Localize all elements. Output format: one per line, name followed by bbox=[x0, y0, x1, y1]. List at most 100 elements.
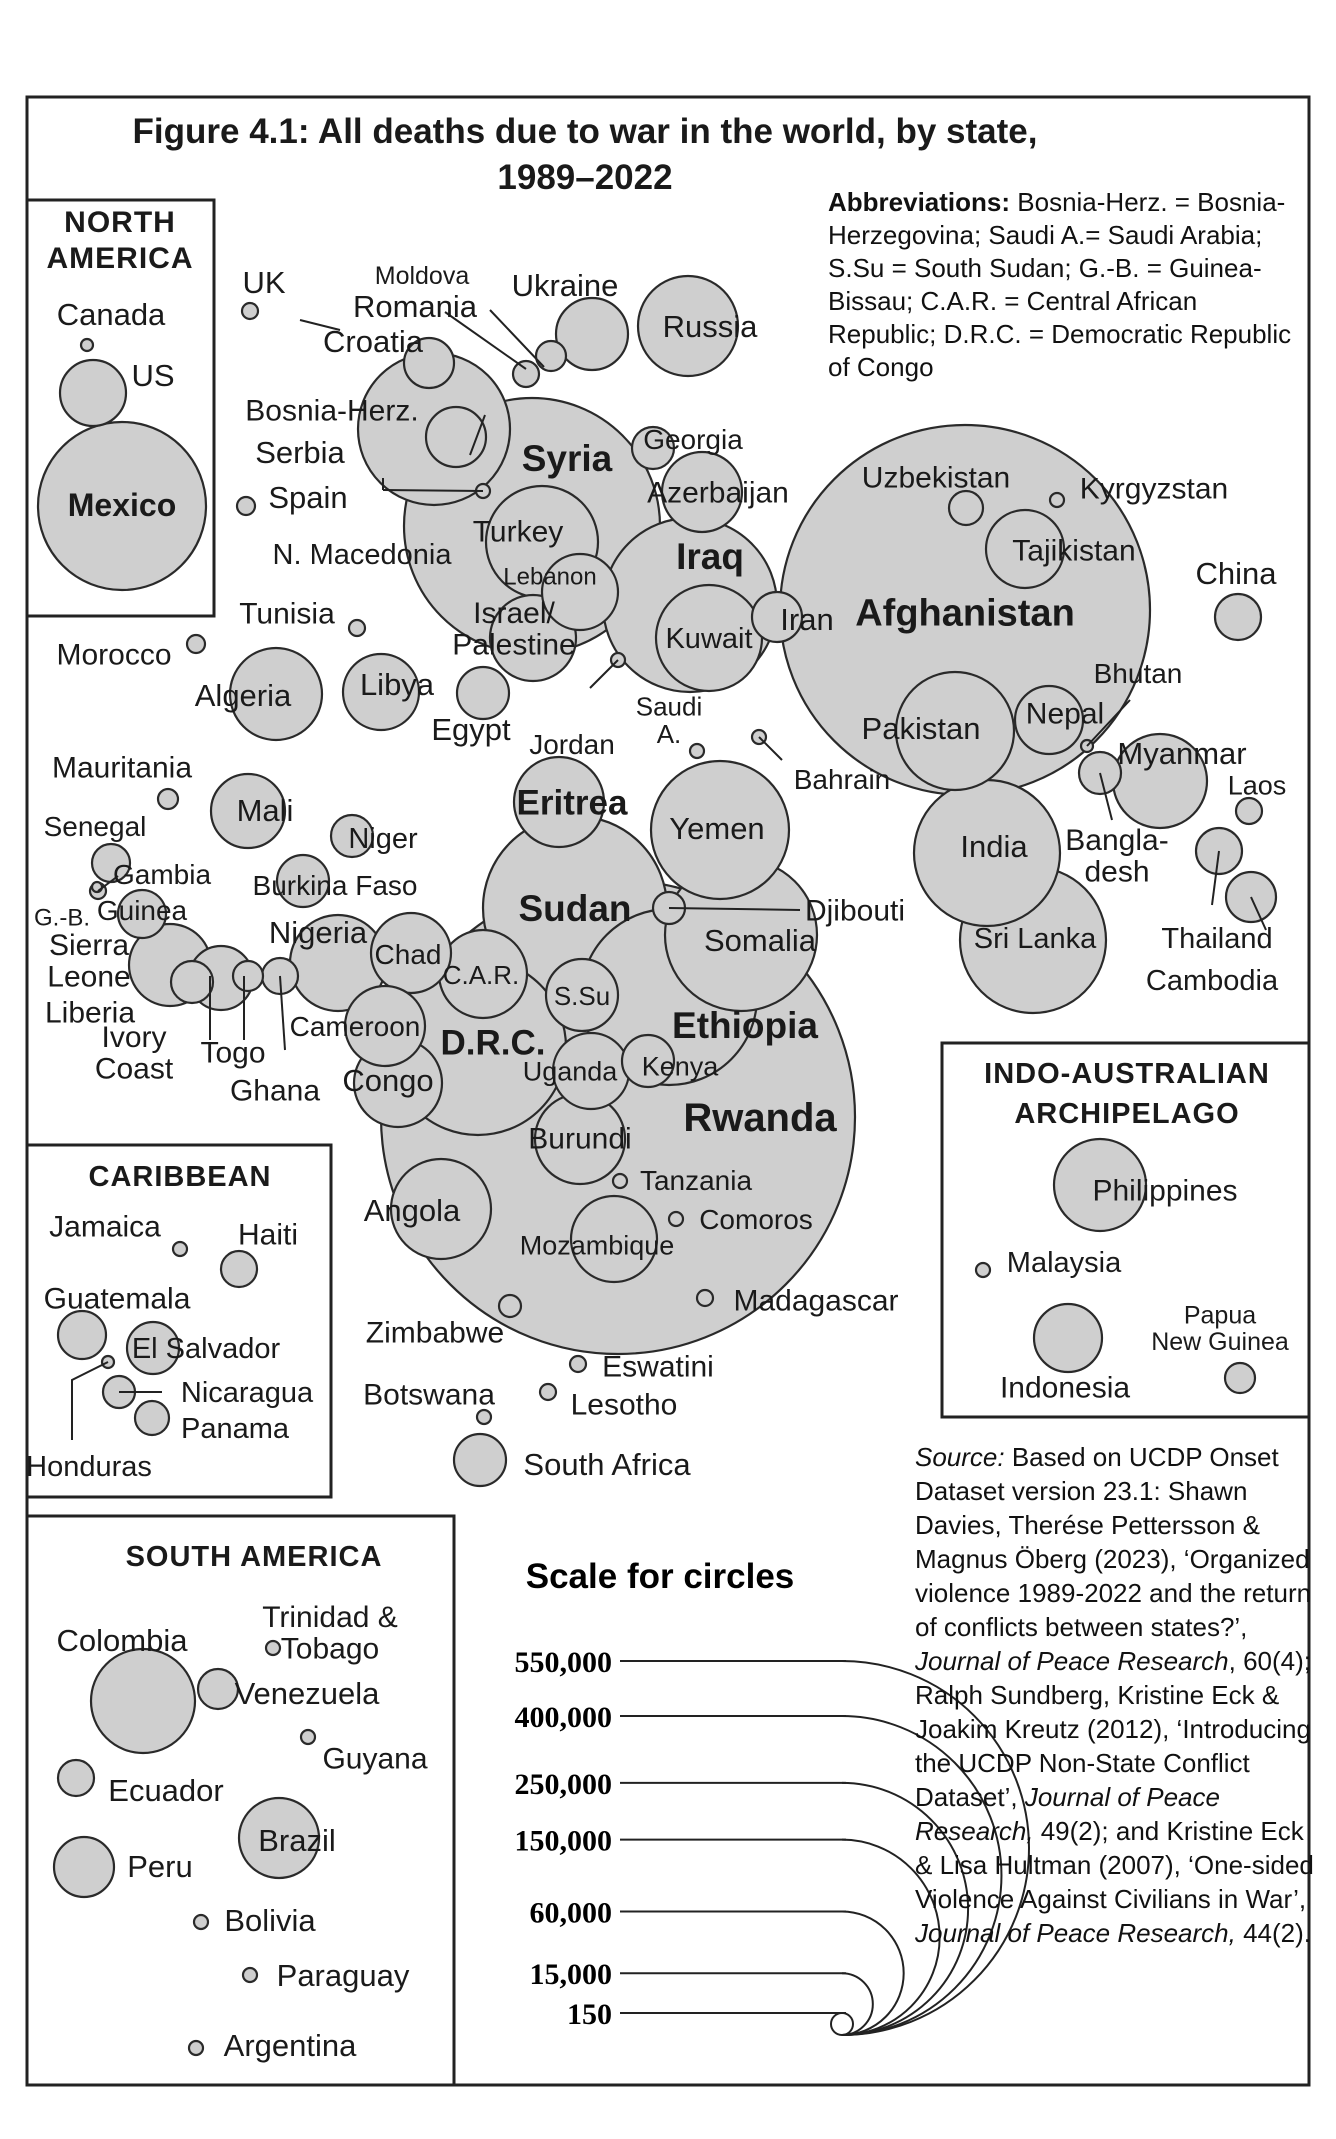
label-mauritania: Mauritania bbox=[52, 752, 192, 785]
label-line: Eswatini bbox=[602, 1351, 714, 1384]
label-togo: Togo bbox=[200, 1037, 265, 1070]
label-line: Thailand bbox=[1161, 923, 1272, 955]
circle-eswatini bbox=[568, 1354, 588, 1374]
circle-lebanon bbox=[540, 552, 620, 632]
label-ecuador: Ecuador bbox=[108, 1773, 223, 1808]
label-tanzania: Tanzania bbox=[640, 1165, 753, 1196]
label-line: Malaysia bbox=[1007, 1247, 1122, 1279]
label-line: Bahrain bbox=[794, 764, 891, 795]
label-bosnia: Bosnia-Herz. bbox=[245, 395, 418, 428]
label-tajikistan: Tajikistan bbox=[1012, 535, 1135, 568]
figure-title: Figure 4.1: All deaths due to war in the… bbox=[132, 112, 1038, 151]
label-laos: Laos bbox=[1228, 770, 1287, 800]
circle-morocco bbox=[185, 633, 207, 655]
label-lebanon: Lebanon bbox=[503, 563, 596, 590]
label-mozambique: Mozambique bbox=[520, 1230, 675, 1260]
label-line: A. bbox=[657, 719, 682, 749]
scale-arc bbox=[841, 1715, 1003, 2036]
circle-guinea bbox=[116, 888, 168, 940]
label-line: Azerbaijan bbox=[647, 477, 789, 510]
region-line: NORTH bbox=[64, 206, 176, 239]
label-line: US bbox=[131, 358, 174, 393]
leader-line bbox=[1099, 772, 1113, 821]
label-line: Israel/ bbox=[473, 597, 555, 630]
label-line: Lesotho bbox=[571, 1389, 678, 1422]
label-line: Uganda bbox=[523, 1056, 619, 1086]
source-text-part: Journal of Peace Research, bbox=[915, 1782, 1220, 1846]
circle-niger bbox=[329, 813, 375, 859]
label-line: Nicaragua bbox=[181, 1377, 314, 1409]
scale-arc bbox=[841, 1910, 905, 2036]
region-line: INDO-AUSTRALIAN bbox=[984, 1058, 1270, 1090]
label-jamaica: Jamaica bbox=[49, 1211, 161, 1244]
label-line: S.Su bbox=[554, 981, 610, 1011]
label-srilanka: Sri Lanka bbox=[974, 923, 1097, 955]
label-angola: Angola bbox=[364, 1193, 461, 1228]
circle-indonesia bbox=[1032, 1302, 1104, 1374]
label-algeria: Algeria bbox=[195, 678, 292, 713]
circle-nepal bbox=[1013, 684, 1085, 756]
circle-mali bbox=[209, 772, 287, 850]
label-line: Afghanistan bbox=[855, 592, 1075, 634]
label-egypt: Egypt bbox=[431, 712, 511, 747]
label-azerbaijan: Azerbaijan bbox=[647, 477, 789, 510]
label-line: India bbox=[960, 829, 1028, 864]
scale-arc bbox=[841, 1972, 874, 2036]
circle-comoros bbox=[667, 1210, 685, 1228]
label-line: Panama bbox=[181, 1413, 290, 1445]
label-spain: Spain bbox=[268, 480, 347, 515]
leader-line bbox=[444, 311, 527, 370]
label-sudan: Sudan bbox=[518, 888, 631, 929]
label-burkinafaso: Burkina Faso bbox=[253, 870, 418, 901]
label-thailand: Thailand bbox=[1161, 923, 1272, 955]
leader-line bbox=[1250, 896, 1267, 931]
label-line: Guinea bbox=[97, 895, 188, 926]
label-line: Syria bbox=[522, 438, 613, 479]
label-guinea: Guinea bbox=[97, 895, 188, 926]
circle-elsalvador bbox=[125, 1320, 181, 1376]
label-eritrea: Eritrea bbox=[517, 783, 628, 822]
source-text-part: Based on UCDP Onset Dataset version 23.1… bbox=[915, 1442, 1312, 1642]
circle-saudi bbox=[688, 742, 706, 760]
label-line: Nigeria bbox=[269, 915, 368, 950]
label-iraq: Iraq bbox=[676, 536, 744, 577]
label-line: Pakistan bbox=[862, 711, 981, 746]
circle-libya bbox=[341, 652, 421, 732]
label-line: Rwanda bbox=[683, 1096, 837, 1140]
region-line: AMERICA bbox=[47, 242, 194, 275]
circle-kenya bbox=[620, 1033, 676, 1089]
circle-gb bbox=[90, 880, 104, 894]
leader-line bbox=[469, 414, 486, 456]
north-america-box bbox=[25, 198, 216, 618]
label-line: D.R.C. bbox=[441, 1023, 546, 1062]
label-senegal: Senegal bbox=[44, 811, 147, 842]
label-uzbekistan: Uzbekistan bbox=[862, 462, 1010, 495]
label-line: Sri Lanka bbox=[974, 923, 1097, 955]
region-labels: NORTH AMERICA CARIBBEAN SOUTH AMERICA INDO-A… bbox=[47, 206, 1270, 1573]
circle-zimbabwe bbox=[497, 1293, 523, 1319]
label-indonesia: Indonesia bbox=[1000, 1372, 1130, 1405]
region-line: ARCHIPELAGO bbox=[1014, 1098, 1239, 1130]
label-line: Angola bbox=[364, 1193, 461, 1228]
label-bhutan: Bhutan bbox=[1094, 658, 1183, 689]
label-line: Lebanon bbox=[503, 563, 596, 590]
label-line: China bbox=[1196, 556, 1278, 591]
source-text-part: , 60(4); Ralph Sundberg, Kristine Eck & … bbox=[915, 1646, 1311, 1812]
label-morocco: Morocco bbox=[56, 639, 171, 672]
label-yemen: Yemen bbox=[669, 811, 764, 846]
label-tunisia: Tunisia bbox=[239, 598, 335, 631]
circle-haiti bbox=[219, 1249, 259, 1289]
label-line: Haiti bbox=[238, 1219, 298, 1252]
label-line: Sierra bbox=[49, 929, 129, 962]
circle-angola bbox=[389, 1157, 493, 1261]
label-venezuela: Venezuela bbox=[235, 1676, 381, 1711]
label-guatemala: Guatemala bbox=[44, 1283, 191, 1316]
circle-china bbox=[1213, 592, 1263, 642]
label-somalia: Somalia bbox=[704, 923, 817, 958]
leader-line bbox=[299, 319, 341, 331]
circle-lesotho bbox=[538, 1382, 558, 1402]
label-line: Madagascar bbox=[733, 1285, 898, 1318]
label-line: Libya bbox=[360, 667, 435, 702]
label-line: Togo bbox=[200, 1037, 265, 1070]
label-line: Jordan bbox=[529, 729, 615, 760]
